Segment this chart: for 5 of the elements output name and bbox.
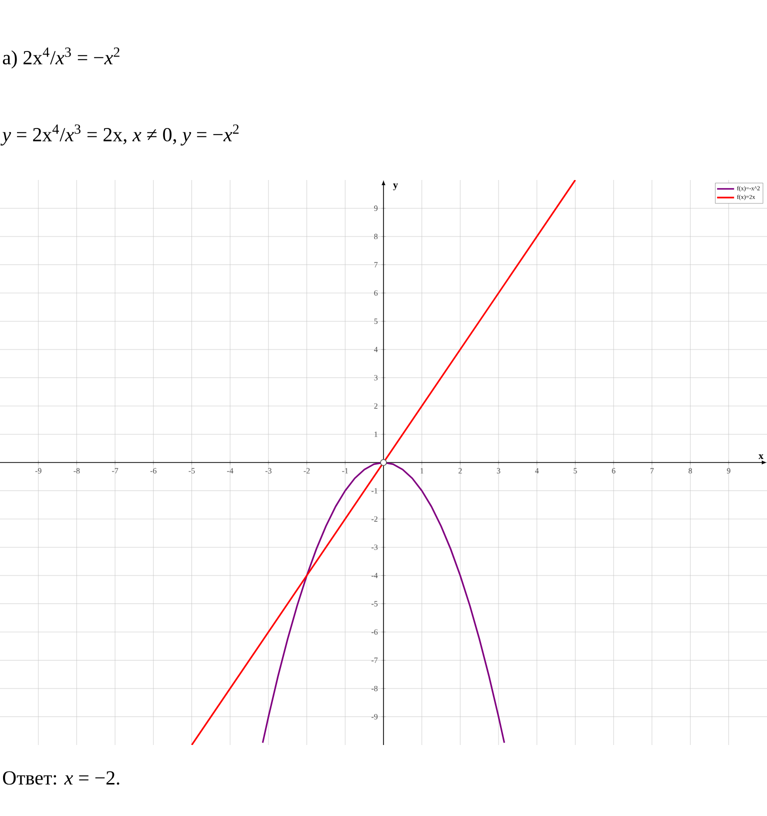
text: y = 2x$^{4}$/x$^{3}$ = 2x, x ≠ 0, y = −x$^{2}$ bbox=[0, 124, 239, 146]
y-axis-title: y bbox=[393, 184, 398, 190]
text: а) 2x$^{4}$/x$^{3}$ = −x$^{2}$ bbox=[2, 48, 120, 68]
text: Ответ: x = −2. bbox=[3, 771, 120, 785]
x-axis-title: x bbox=[758, 454, 764, 459]
